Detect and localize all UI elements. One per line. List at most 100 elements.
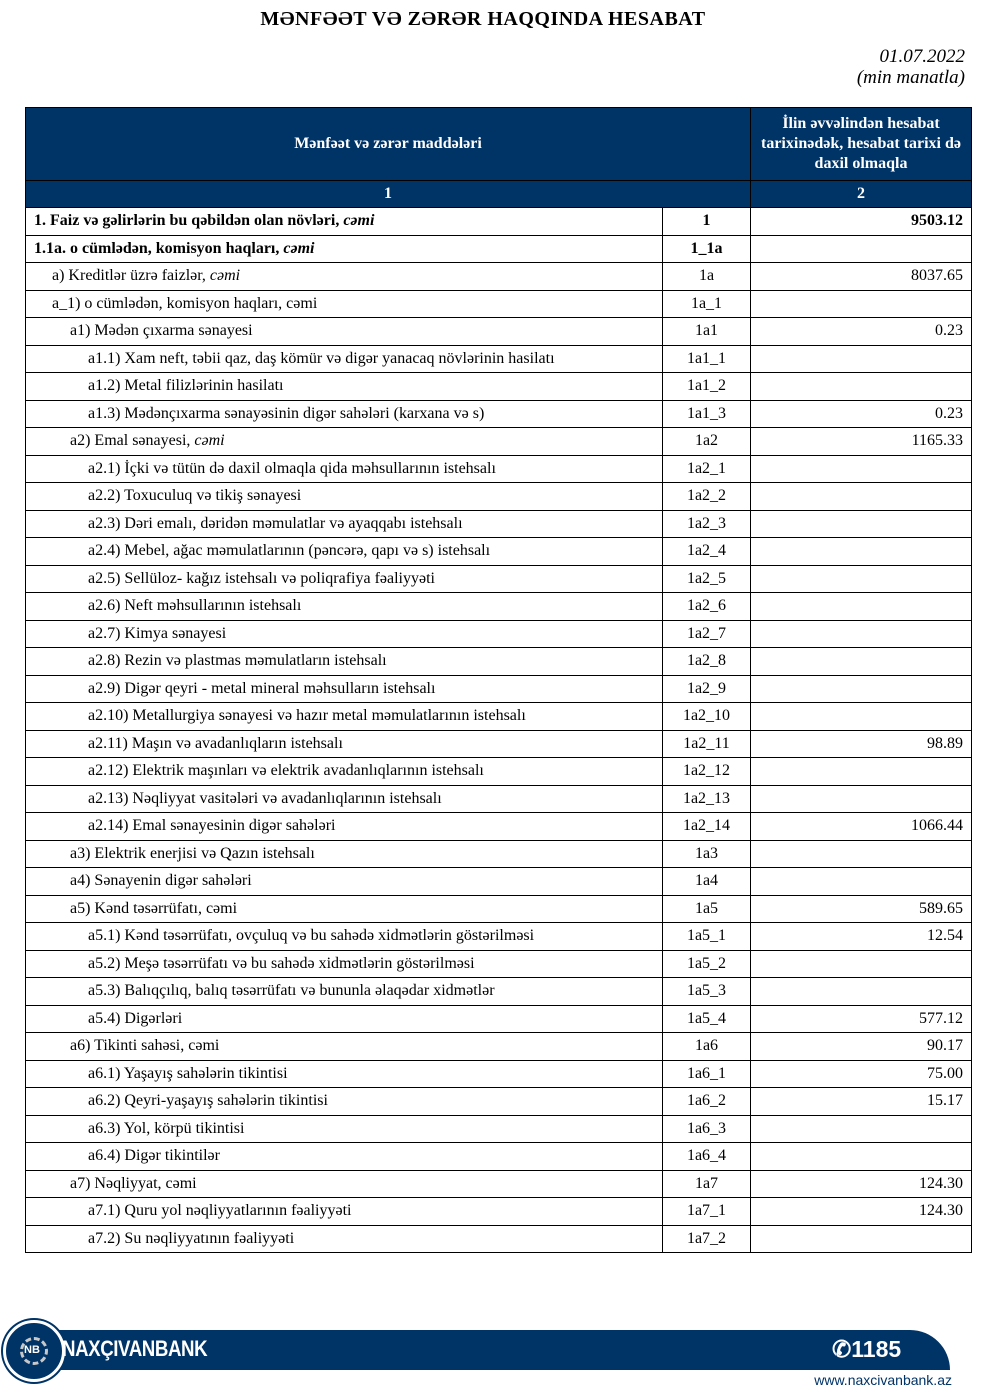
table-row: a2.13) Nəqliyyat vasitələri və avadanlıq… [25,784,972,813]
row-value: 1165.33 [750,427,972,456]
table-row: a2.10) Metallurgiya sənayesi və hazır me… [25,702,972,731]
table-row: a1.1) Xam neft, təbii qaz, daş kömür və … [25,344,972,373]
row-value [750,482,972,511]
table-row: a6.3) Yol, körpü tikintisi 1a6_3 [25,1114,972,1143]
report-date-block: 01.07.2022 (min manatla) [857,46,965,88]
row-code: 1a2_9 [662,674,751,703]
row-code: 1a7_2 [662,1224,751,1253]
table-row: a2.8) Rezin və plastmas məmulatların ist… [25,647,972,676]
row-label: a) Kreditlər üzrə faizlər, cəmi [25,262,663,291]
row-value [750,592,972,621]
row-label: a5.4) Digərləri [25,1004,663,1033]
row-value: 90.17 [750,1032,972,1061]
table-row: a5.3) Balıqçılıq, balıq təsərrüfatı və b… [25,977,972,1006]
table-row: a2.5) Sellüloz- kağız istehsalı və poliq… [25,564,972,593]
row-code: 1 [662,207,751,236]
row-label: 1.1a. o cümlədən, komisyon haqları, cəmi [25,234,663,263]
row-code: 1a [662,262,751,291]
row-code: 1a2_1 [662,454,751,483]
row-code: 1a2_6 [662,592,751,621]
table-row: a1) Mədən çıxarma sənayesi 1a1 0.23 [25,317,972,346]
row-label: a7.2) Su nəqliyyatının fəaliyyəti [25,1224,663,1253]
footer-banner: NB NAXÇIVANBANK ✆1185 www.naxcivanbank.a… [0,1318,1000,1394]
table-row: a5.4) Digərləri 1a5_4 577.12 [25,1004,972,1033]
row-code: 1a7 [662,1169,751,1198]
bank-name: NAXÇIVANBANK [62,1336,208,1361]
table-row: a2.6) Neft məhsullarının istehsalı 1a2_6 [25,592,972,621]
row-label: a2.7) Kimya sənayesi [25,619,663,648]
row-value: 0.23 [750,317,972,346]
row-label: a2.6) Neft məhsullarının istehsalı [25,592,663,621]
table-row: a2.4) Mebel, ağac məmulatlarının (pəncər… [25,537,972,566]
header-col-1: 1 [25,180,751,208]
row-code: 1a2_12 [662,757,751,786]
row-label: a5.1) Kənd təsərrüfatı, ovçuluq və bu sa… [25,922,663,951]
row-value [750,977,972,1006]
row-value [750,1224,972,1253]
row-label: a2.9) Digər qeyri - metal mineral məhsul… [25,674,663,703]
row-label: a6.4) Digər tikintilər [25,1142,663,1171]
row-value: 8037.65 [750,262,972,291]
row-label: a2.11) Maşın və avadanlıqların istehsalı [25,729,663,758]
table-row: a7) Nəqliyyat, cəmi 1a7 124.30 [25,1169,972,1198]
row-label: a2.10) Metallurgiya sənayesi və hazır me… [25,702,663,731]
table-row: a2.12) Elektrik maşınları və elektrik av… [25,757,972,786]
row-label: a7.1) Quru yol nəqliyyatlarının fəaliyyə… [25,1197,663,1226]
table-row: a6.4) Digər tikintilər 1a6_4 [25,1142,972,1171]
row-code: 1a2_8 [662,647,751,676]
row-code: 1a2_13 [662,784,751,813]
row-code: 1a4 [662,867,751,896]
row-value: 75.00 [750,1059,972,1088]
header-items: Mənfəət və zərər maddələri [25,107,751,181]
report-unit: (min manatla) [856,67,965,88]
logo-text: NB [24,1344,40,1356]
row-code: 1a5_2 [662,949,751,978]
row-value: 1066.44 [750,812,972,841]
table-row: a7.2) Su nəqliyyatının fəaliyyəti 1a7_2 [25,1224,972,1253]
table-row: a2.11) Maşın və avadanlıqların istehsalı… [25,729,972,758]
row-label: a1.3) Mədənçıxarma sənayəsinin digər sah… [25,399,663,428]
row-label: a2.8) Rezin və plastmas məmulatların ist… [25,647,663,676]
phone-icon: ✆ [832,1336,852,1362]
row-value [750,619,972,648]
row-code: 1a6_3 [662,1114,751,1143]
row-value [750,289,972,318]
row-value: 124.30 [750,1169,972,1198]
row-label: a6.1) Yaşayış sahələrin tikintisi [25,1059,663,1088]
row-value [750,344,972,373]
row-code: 1a3 [662,839,751,868]
row-code: 1a5_3 [662,977,751,1006]
row-value [750,757,972,786]
table-row: a2.7) Kimya sənayesi 1a2_7 [25,619,972,648]
profit-loss-table: Mənfəət və zərər maddələri İlin əvvəlind… [25,107,972,1253]
table-row: a6.2) Qeyri-yaşayış sahələrin tikintisi 1… [25,1087,972,1116]
row-label: 1. Faiz və gəlirlərin bu qəbildən olan n… [25,207,663,236]
row-label: a6.3) Yol, körpü tikintisi [25,1114,663,1143]
row-label: a2) Emal sənayesi, cəmi [25,427,663,456]
row-value: 12.54 [750,922,972,951]
row-code: 1a2_3 [662,509,751,538]
row-label: a7) Nəqliyyat, cəmi [25,1169,663,1198]
row-code: 1a2 [662,427,751,456]
row-value: 124.30 [750,1197,972,1226]
row-value [750,702,972,731]
row-value: 9503.12 [750,207,972,236]
row-code: 1a1_1 [662,344,751,373]
row-label: a1.2) Metal filizlərinin hasilatı [25,372,663,401]
row-value [750,784,972,813]
website-link[interactable]: www.naxcivanbank.az [814,1372,952,1388]
table-row: a5.2) Meşə təsərrüfatı və bu sahədə xidm… [25,949,972,978]
row-label: a_1) o cümlədən, komisyon haqları, cəmi [25,289,663,318]
row-code: 1a5 [662,894,751,923]
row-value: 0.23 [750,399,972,428]
table-row: 1.1a. o cümlədən, komisyon haqları, cəmi… [25,234,972,263]
row-value [750,1114,972,1143]
row-label: a1.1) Xam neft, təbii qaz, daş kömür və … [25,344,663,373]
table-row: a5.1) Kənd təsərrüfatı, ovçuluq və bu sa… [25,922,972,951]
row-label: a2.3) Dəri emalı, dəridən məmulatlar və … [25,509,663,538]
row-label: a2.5) Sellüloz- kağız istehsalı və poliq… [25,564,663,593]
table-row: a3) Elektrik enerjisi və Qazın istehsalı… [25,839,972,868]
row-label: a2.13) Nəqliyyat vasitələri və avadanlıq… [25,784,663,813]
bank-logo-icon: NB [3,1320,65,1382]
